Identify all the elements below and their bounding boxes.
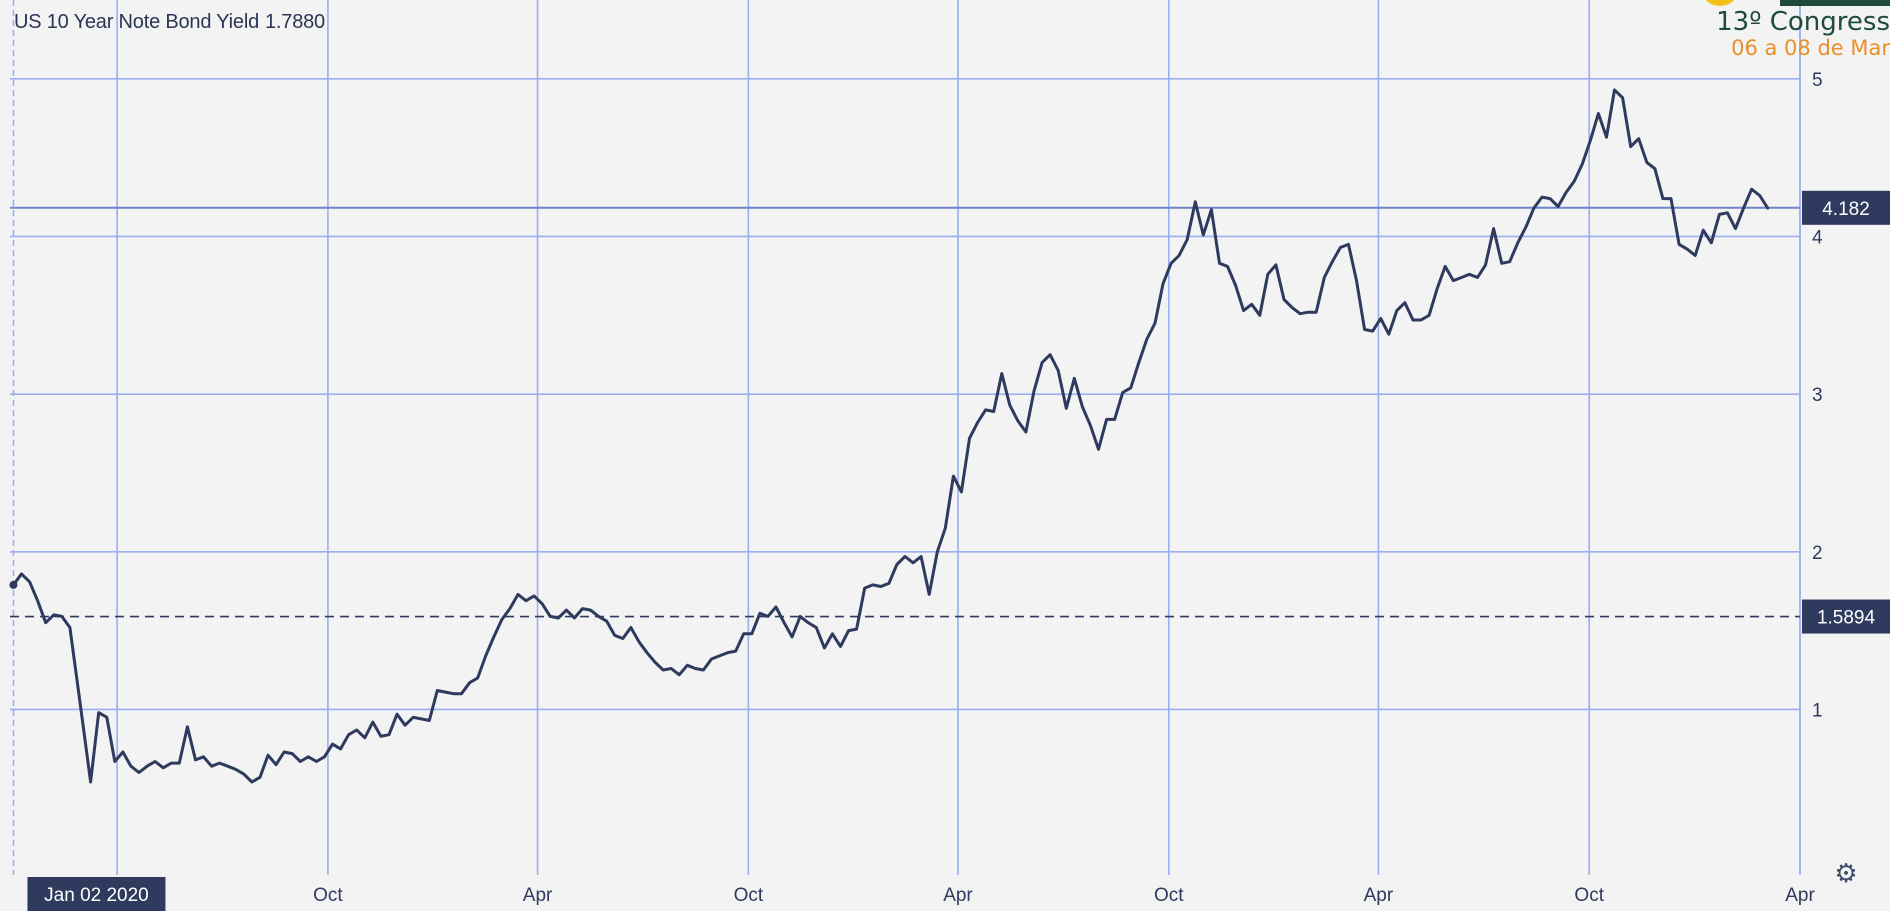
chart-title: US 10 Year Note Bond Yield [14,11,259,33]
y-tick-label: 3 [1812,385,1823,406]
yield-series-line [12,88,1770,784]
x-tick-label: Oct [1574,885,1604,906]
x-tick-label: Apr [1785,885,1815,906]
x-tick-label: Apr [1364,885,1394,906]
y-tick-label: 4 [1812,227,1823,248]
x-tick-label: Oct [313,885,343,906]
reference-value-label: 1.5894 [1817,608,1876,629]
x-tick-label: Jan 02 2020 [44,885,149,906]
chart-title-value: 1.7880 [265,11,325,33]
congress-logo [1700,0,1740,6]
x-tick-label: Apr [943,885,973,906]
congress-dates: 06 a 08 de Mar [1731,35,1890,60]
x-tick-highlight-box [27,877,166,911]
current-value-box [1802,190,1890,225]
y-tick-label: 2 [1812,543,1823,564]
current-value-label: 4.182 [1822,199,1870,220]
x-tick-label: Oct [1154,885,1184,906]
reference-value-box [1802,599,1890,634]
y-tick-label: 1 [1812,700,1823,721]
congress-title: 13º Congress [1716,7,1890,37]
x-tick-label: Oct [734,885,764,906]
x-tick-label: Apr [523,885,553,906]
y-tick-label: 5 [1812,70,1823,91]
series-start-point [9,580,18,589]
chart-legend: US 10 Year Note Bond Yield 1.7880 [14,11,325,34]
congress-logo-bar [1780,0,1890,6]
gear-icon[interactable]: ⚙ [1834,859,1858,889]
congress-overlay: 13º Congress 06 a 08 de Mar [1700,0,1890,60]
